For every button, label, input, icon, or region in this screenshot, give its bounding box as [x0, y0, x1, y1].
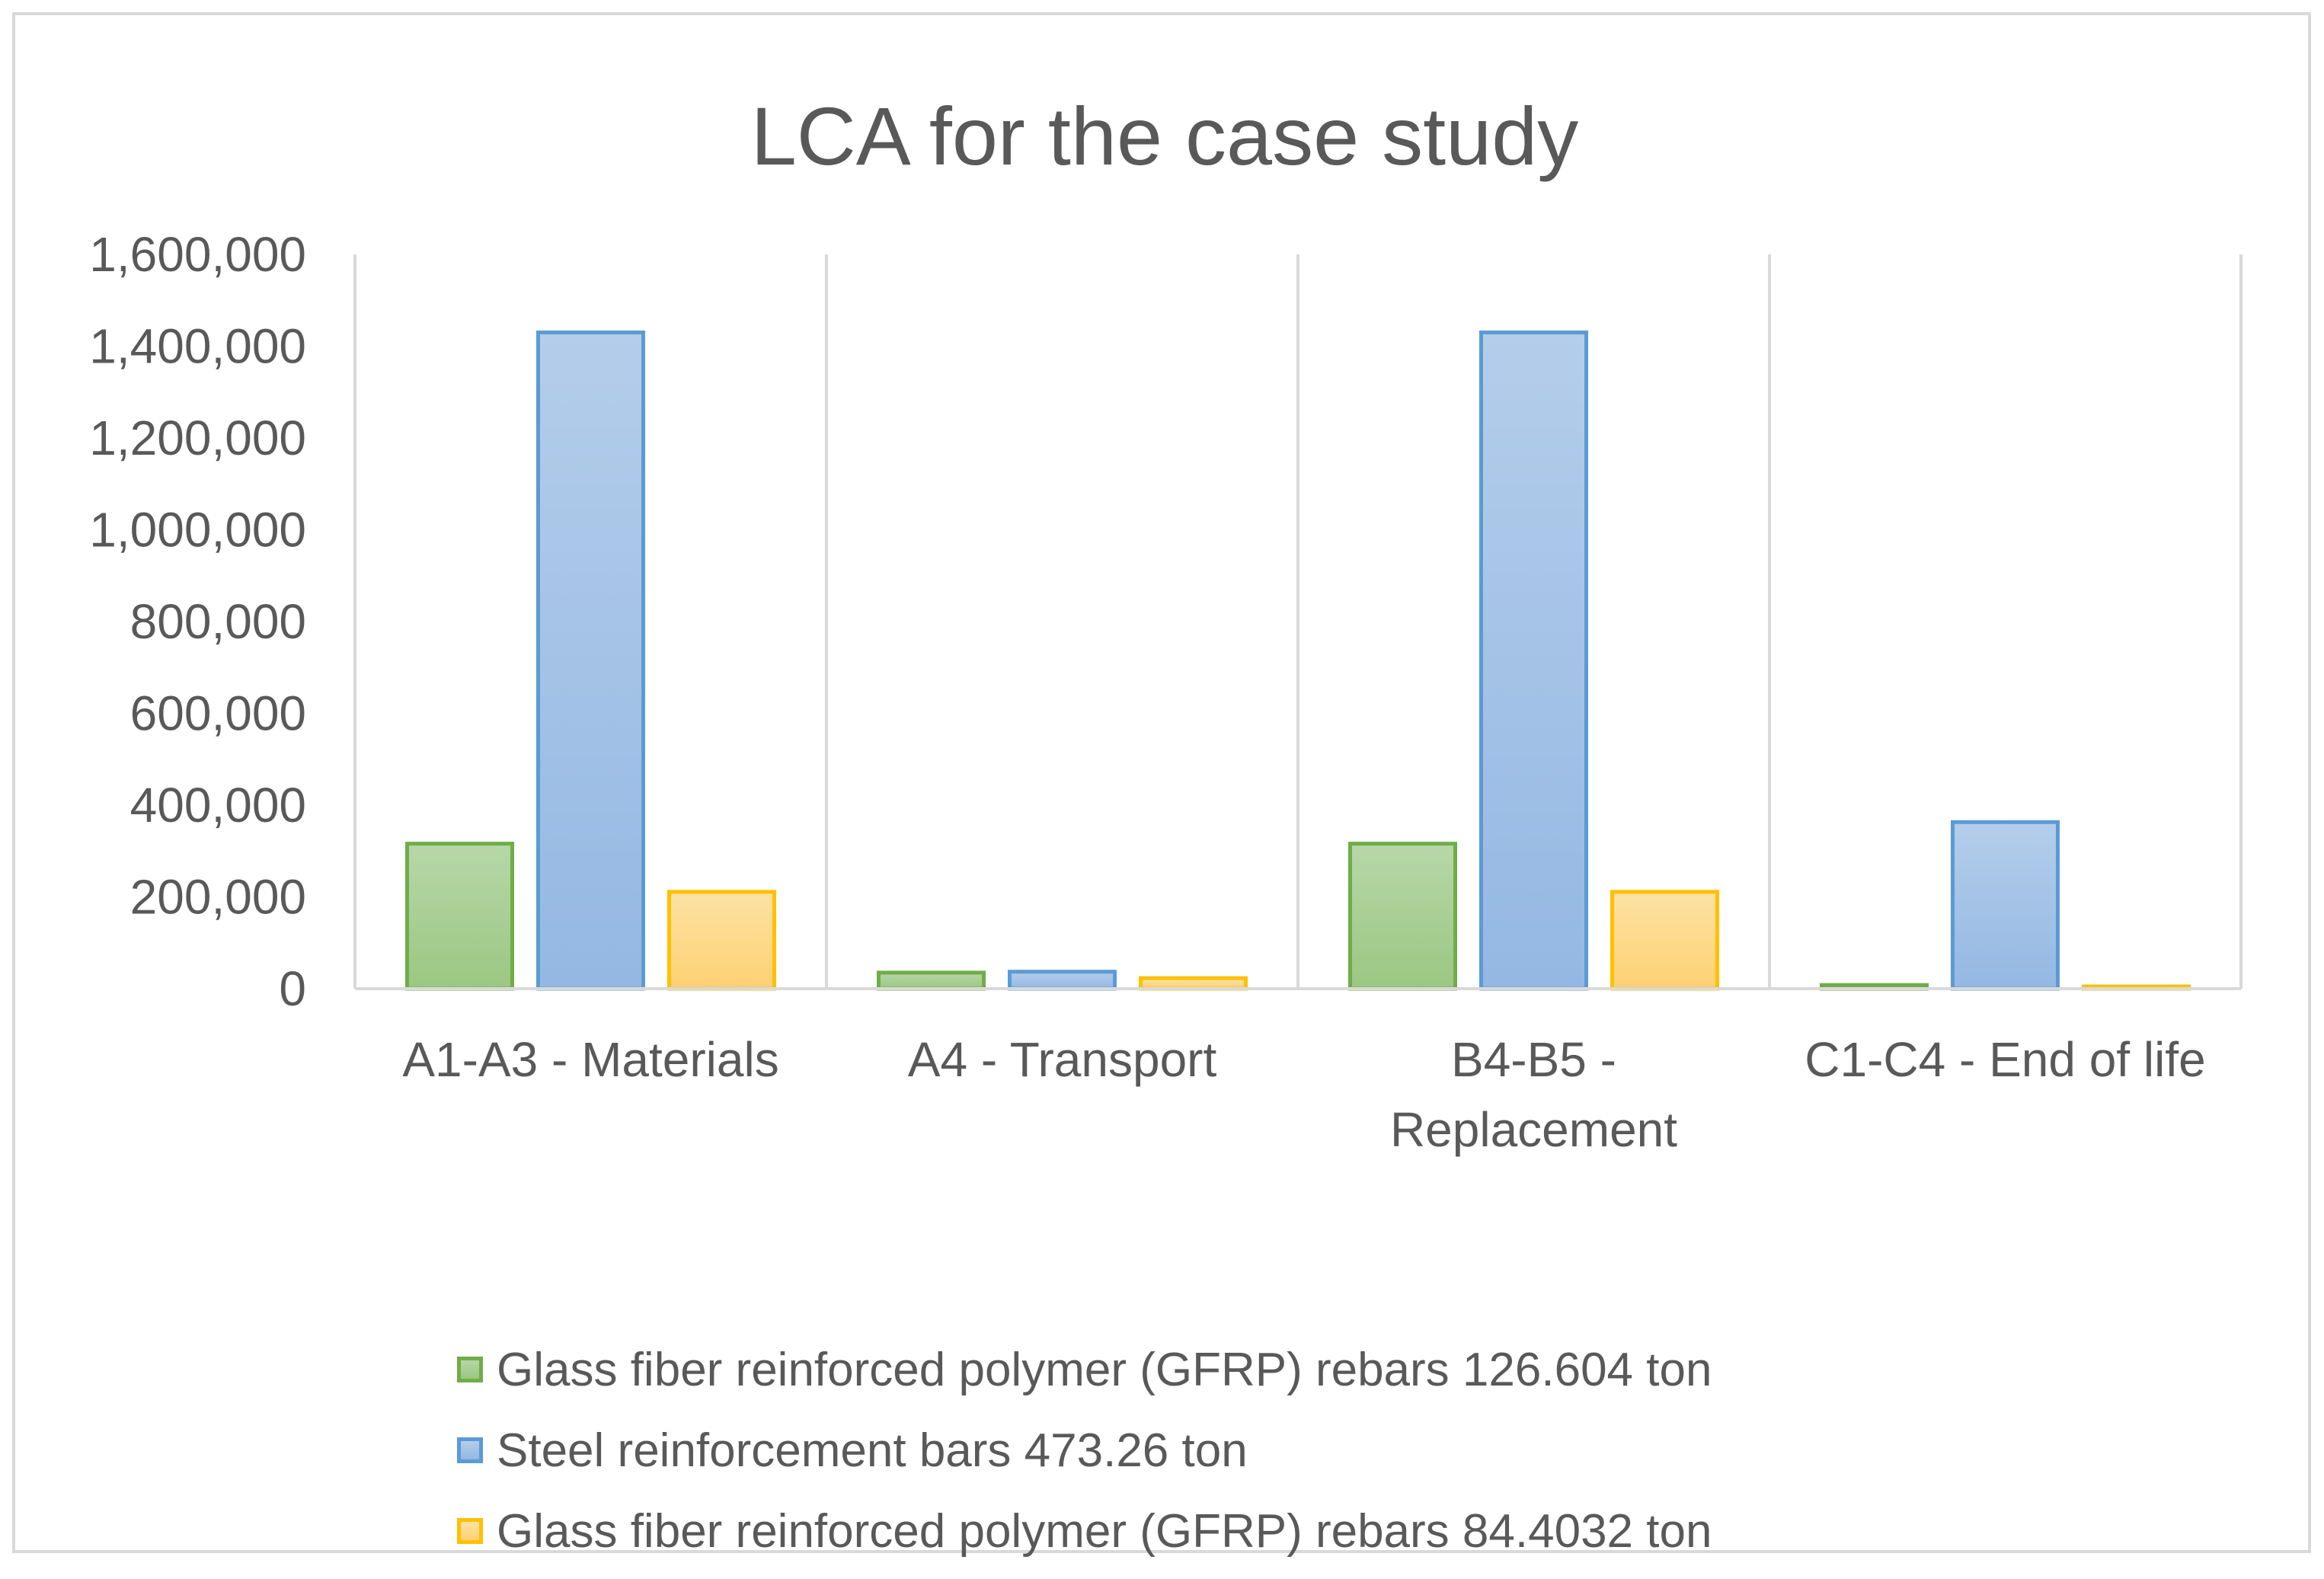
- legend-item-gfrp-84: Glass fiber reinforced polymer (GFRP) re…: [457, 1491, 1712, 1571]
- x-category-label: B4-B5 -: [1451, 1032, 1616, 1087]
- legend-label-gfrp-126: Glass fiber reinforced polymer (GFRP) re…: [497, 1343, 1712, 1396]
- bar-series2-cat1: [536, 330, 645, 991]
- x-category-label: A1-A3 - Materials: [402, 1032, 778, 1087]
- bar-series3-cat3: [1610, 890, 1719, 991]
- y-tick-label: 400,000: [130, 778, 306, 833]
- legend-label-gfrp-84: Glass fiber reinforced polymer (GFRP) re…: [497, 1504, 1712, 1558]
- bar-series1-cat1: [405, 842, 514, 991]
- y-tick-label: 200,000: [130, 870, 306, 925]
- y-tick-label: 800,000: [130, 594, 306, 649]
- chart-title: LCA for the case study: [751, 90, 1579, 182]
- bar-series2-cat2: [1008, 970, 1117, 991]
- bar-series2-cat3: [1479, 330, 1588, 991]
- x-category-label: C1-C4 - End of life: [1805, 1032, 2205, 1087]
- legend-label-steel: Steel reinforcement bars 473.26 ton: [497, 1424, 1248, 1477]
- bar-series1-cat3: [1348, 842, 1457, 991]
- bar-series3-cat1: [667, 890, 776, 991]
- x-category-label: A4 - Transport: [908, 1032, 1217, 1087]
- chart-svg: LCA for the case study 0 200,000 400,000 60…: [89, 90, 2242, 1157]
- bar-series2-cat4: [1951, 820, 2060, 991]
- legend-swatch-gfrp-126: [457, 1357, 483, 1382]
- legend: Glass fiber reinforced polymer (GFRP) re…: [457, 1329, 1712, 1571]
- x-category-label: Replacement: [1390, 1102, 1677, 1157]
- legend-swatch-gfrp-84: [457, 1518, 483, 1544]
- chart-frame: LCA for the case study 0 200,000 400,000 60…: [12, 12, 2311, 1558]
- bar-series1-cat2: [877, 970, 986, 991]
- y-tick-label: 1,400,000: [89, 319, 306, 374]
- legend-swatch-steel: [457, 1437, 483, 1463]
- y-tick-label: 1,200,000: [89, 411, 306, 465]
- y-tick-label: 1,600,000: [89, 227, 306, 282]
- y-tick-label: 1,000,000: [89, 503, 306, 558]
- legend-item-gfrp-126: Glass fiber reinforced polymer (GFRP) re…: [457, 1329, 1712, 1410]
- y-tick-label: 600,000: [130, 686, 306, 741]
- y-tick-label: 0: [279, 961, 306, 1016]
- bar-series3-cat2: [1139, 976, 1248, 991]
- legend-item-steel: Steel reinforcement bars 473.26 ton: [457, 1410, 1712, 1491]
